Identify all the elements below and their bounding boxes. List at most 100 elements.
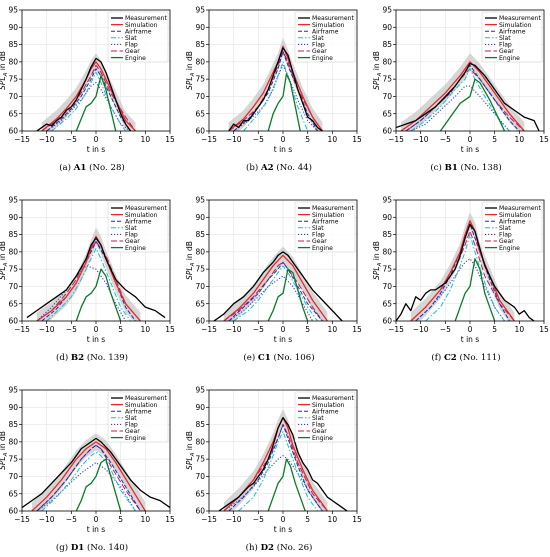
y-tick-label: 60 (195, 317, 205, 326)
series-line-flap (233, 64, 318, 131)
y-tick-label: 60 (8, 127, 18, 136)
legend-label-flap: Flap (312, 42, 325, 49)
y-axis-title-sub: A (377, 72, 383, 77)
x-tick-label: 5 (305, 515, 310, 524)
caption-number: (No. 139) (84, 352, 128, 363)
y-tick-label: 70 (382, 92, 392, 101)
x-tick-label: 15 (165, 325, 175, 334)
x-tick-label: −15 (14, 135, 30, 144)
y-axis-title-unit: in dB (185, 51, 194, 73)
x-tick-label: 15 (352, 515, 362, 524)
y-axis-title-main: SPL (0, 76, 7, 89)
legend-label-airframe: Airframe (125, 218, 152, 225)
x-tick-label: 15 (352, 135, 362, 144)
y-axis-title-unit: in dB (0, 241, 7, 263)
series-line-measurement (218, 417, 348, 511)
y-tick-label: 60 (8, 317, 18, 326)
legend-label-simulation: Simulation (125, 22, 158, 29)
series-line-measurement (22, 437, 170, 509)
x-tick-label: −15 (14, 515, 30, 524)
y-axis-title-unit: in dB (185, 431, 194, 453)
x-tick-label: −5 (253, 135, 264, 144)
series-line-engine (454, 258, 496, 321)
series-line-flap (228, 275, 314, 321)
y-axis-title: SPLA in dB (0, 51, 9, 90)
series-line-measurement (396, 223, 535, 321)
x-tick-label: 0 (94, 515, 99, 524)
y-tick-label: 70 (195, 472, 205, 481)
panel-caption: (f) C2 (No. 111) (431, 352, 500, 363)
y-axis-title-sub: A (377, 262, 383, 267)
caption-number: (No. 111) (457, 352, 501, 363)
plot-area (26, 227, 166, 321)
y-tick-label: 80 (195, 437, 205, 446)
x-tick-label: −10 (39, 515, 55, 524)
y-tick-label: 70 (8, 282, 18, 291)
plot-area (218, 409, 348, 511)
y-tick-label: 80 (195, 247, 205, 256)
series-line-slat (410, 68, 510, 131)
x-axis-title: t in s (87, 145, 106, 154)
y-axis-title-sub: A (190, 262, 196, 267)
y-tick-label: 75 (382, 265, 392, 274)
legend-label-flap: Flap (499, 42, 512, 49)
y-tick-label: 95 (195, 386, 205, 395)
legend-label-slat: Slat (499, 35, 511, 42)
x-tick-label: 0 (281, 135, 286, 144)
x-axis-title: t in s (87, 525, 106, 534)
series-line-engine (75, 268, 122, 321)
caption-id: D1 (71, 543, 84, 553)
y-axis-title-unit: in dB (0, 431, 7, 453)
y-axis-title-main: SPL (0, 266, 7, 279)
y-tick-label: 75 (8, 75, 18, 84)
x-tick-label: −15 (388, 325, 404, 334)
y-tick-label: 90 (195, 23, 205, 32)
y-tick-label: 85 (382, 230, 392, 239)
y-axis-title-main: SPL (185, 76, 194, 89)
y-axis-title-main: SPL (372, 76, 381, 89)
y-tick-label: 60 (8, 507, 18, 516)
series-line-engine (439, 78, 506, 131)
legend-label-flap: Flap (312, 422, 325, 429)
y-tick-label: 65 (8, 489, 18, 498)
simulation-uncertainty-band (31, 433, 146, 511)
panel-caption: (b) A2 (No. 44) (246, 162, 312, 173)
y-tick-label: 60 (195, 507, 205, 516)
series-line-engine (75, 458, 122, 511)
legend-label-gear: Gear (312, 48, 327, 55)
legend-label-slat: Slat (125, 35, 137, 42)
series-line-engine (267, 73, 301, 131)
y-tick-label: 75 (8, 455, 18, 464)
legend-label-slat: Slat (312, 35, 324, 42)
y-tick-label: 60 (195, 127, 205, 136)
y-tick-label: 70 (195, 282, 205, 291)
x-tick-label: −15 (14, 325, 30, 334)
caption-number: (No. 28) (86, 162, 124, 173)
caption-id: D2 (261, 543, 274, 553)
x-axis-title: t in s (87, 335, 106, 344)
y-tick-label: 70 (8, 92, 18, 101)
y-tick-label: 80 (8, 437, 18, 446)
y-tick-label: 95 (8, 386, 18, 395)
legend-label-engine: Engine (125, 55, 146, 62)
caption-number: (No. 138) (458, 162, 502, 173)
y-axis-title-main: SPL (0, 456, 7, 469)
x-tick-label: −5 (253, 325, 264, 334)
legend-label-flap: Flap (125, 42, 138, 49)
x-tick-label: 10 (141, 515, 151, 524)
x-tick-label: 5 (118, 325, 123, 334)
legend-label-engine: Engine (312, 55, 333, 62)
y-axis-title-unit: in dB (372, 241, 381, 263)
x-tick-label: 10 (328, 515, 338, 524)
legend-label-flap: Flap (499, 232, 512, 239)
legend-label-slat: Slat (499, 225, 511, 232)
x-tick-label: −15 (388, 135, 404, 144)
x-tick-label: −5 (66, 515, 77, 524)
caption-id: C1 (258, 353, 271, 363)
x-tick-label: 5 (492, 135, 497, 144)
y-tick-label: 75 (195, 75, 205, 84)
legend-label-simulation: Simulation (312, 22, 345, 29)
